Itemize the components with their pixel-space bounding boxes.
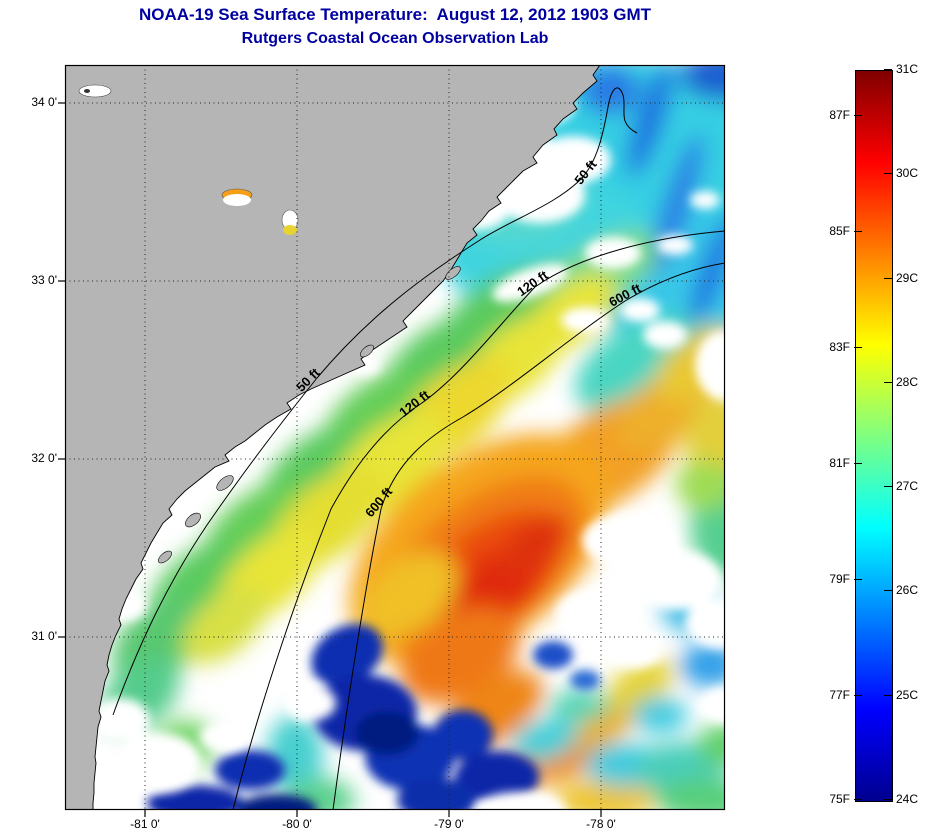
x-tick-label: -78 0': [586, 817, 616, 831]
x-tick-label: -81 0': [130, 817, 160, 831]
colorbar: 87F 85F 83F 81F 79F 77F 75F 31C 30C 29C …: [812, 62, 936, 806]
x-tick-label: -80 0': [282, 817, 312, 831]
colorbar-fahrenheit-label: 83F: [812, 340, 862, 355]
depth-contour-120ft: [232, 230, 725, 810]
colorbar-celsius-label: 29C: [884, 271, 936, 286]
colorbar-celsius-label: 28C: [884, 375, 936, 390]
islands: [158, 266, 461, 564]
colorbar-celsius-label: 25C: [884, 688, 936, 703]
cold-patches: [147, 624, 600, 810]
figure-title: NOAA-19 Sea Surface Temperature: August …: [138, 5, 652, 24]
depth-contour-600ft: [332, 262, 725, 810]
y-tick-label: 32 0': [31, 451, 57, 465]
map-canvas: 50 ft 50 ft 120 ft 120 ft 600 ft 600 ft: [58, 64, 726, 817]
colorbar-fahrenheit-label: 87F: [812, 108, 862, 123]
colorbar-fahrenheit-label: 75F: [812, 792, 862, 807]
y-tick-label: 33 0': [31, 273, 57, 287]
land-mass: [65, 65, 601, 810]
lakes: [78, 84, 299, 235]
colorbar-celsius-label: 26C: [884, 583, 936, 598]
depth-contour-50ft: [112, 87, 638, 716]
axis-frame: [64, 64, 726, 811]
x-tick-label: -79 0': [434, 817, 464, 831]
figure-subtitle: Rutgers Coastal Ocean Observation Lab: [241, 30, 549, 47]
y-tick-label: 34 0': [31, 95, 57, 109]
map-plot: 50 ft 50 ft 120 ft 120 ft 600 ft 600 ft: [31, 64, 726, 831]
colorbar-fahrenheit-label: 77F: [812, 688, 862, 703]
depth-contours: [112, 87, 725, 810]
colorbar-celsius-label: 24C: [884, 792, 936, 807]
colorbar-fahrenheit-label: 85F: [812, 224, 862, 239]
colorbar-celsius-label: 31C: [884, 62, 936, 77]
colorbar-celsius-label: 30C: [884, 166, 936, 181]
colorbar-fahrenheit-label: 81F: [812, 456, 862, 471]
axis-ticks: [58, 102, 602, 817]
colorbar-fahrenheit-label: 79F: [812, 572, 862, 587]
y-tick-label: 31 0': [31, 629, 57, 643]
colorbar-celsius-label: 27C: [884, 479, 936, 494]
colorbar-gradient: [855, 70, 893, 802]
